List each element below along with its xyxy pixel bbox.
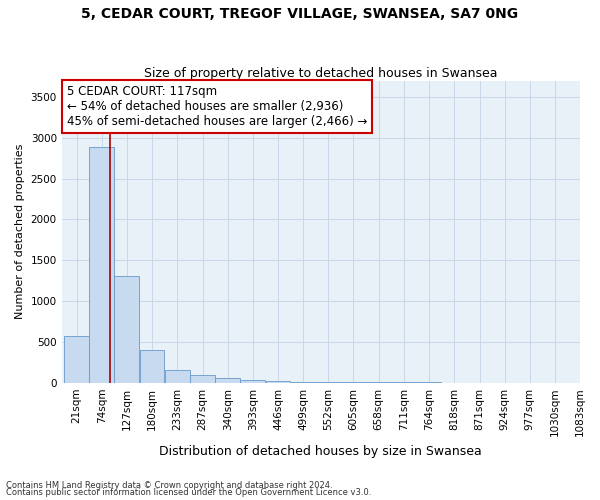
X-axis label: Distribution of detached houses by size in Swansea: Distribution of detached houses by size … bbox=[160, 444, 482, 458]
Bar bbox=[215, 378, 240, 382]
Bar bbox=[64, 336, 89, 382]
Bar bbox=[89, 147, 114, 382]
Bar bbox=[190, 376, 215, 382]
Bar bbox=[164, 370, 190, 382]
Bar bbox=[115, 276, 139, 382]
Bar bbox=[241, 380, 265, 382]
Y-axis label: Number of detached properties: Number of detached properties bbox=[15, 144, 25, 320]
Text: 5, CEDAR COURT, TREGOF VILLAGE, SWANSEA, SA7 0NG: 5, CEDAR COURT, TREGOF VILLAGE, SWANSEA,… bbox=[82, 8, 518, 22]
Text: 5 CEDAR COURT: 117sqm
← 54% of detached houses are smaller (2,936)
45% of semi-d: 5 CEDAR COURT: 117sqm ← 54% of detached … bbox=[67, 85, 367, 128]
Text: Contains public sector information licensed under the Open Government Licence v3: Contains public sector information licen… bbox=[6, 488, 371, 497]
Bar bbox=[266, 381, 290, 382]
Text: Contains HM Land Registry data © Crown copyright and database right 2024.: Contains HM Land Registry data © Crown c… bbox=[6, 480, 332, 490]
Title: Size of property relative to detached houses in Swansea: Size of property relative to detached ho… bbox=[144, 66, 497, 80]
Bar bbox=[140, 350, 164, 382]
